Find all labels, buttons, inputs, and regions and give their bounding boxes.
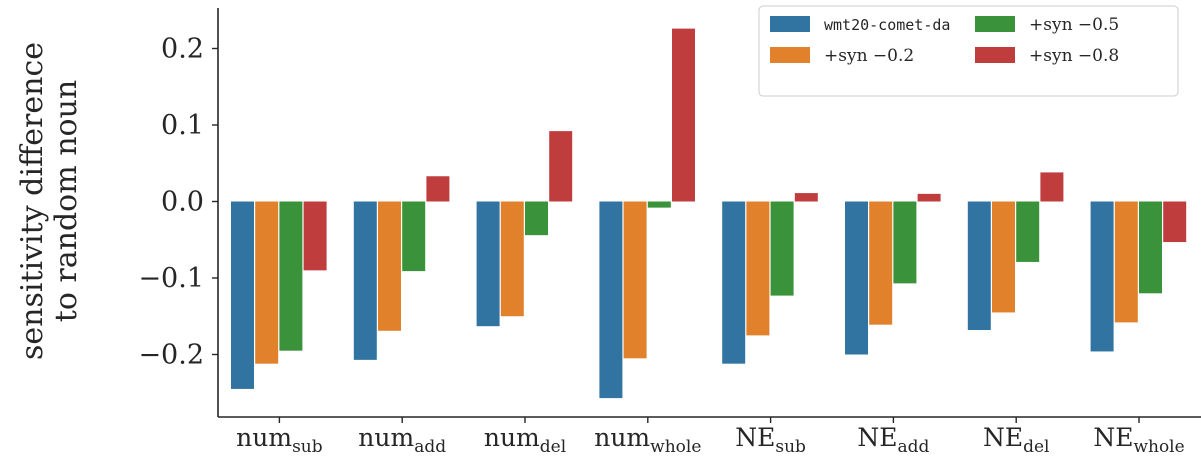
bar-num-add-series-1: [378, 201, 401, 331]
bar-ne-add-series-3: [917, 193, 941, 202]
bar-ne-add-series-0: [845, 201, 868, 355]
bar-ne-sub-series-2: [770, 201, 794, 296]
x-tick-label: numdel: [484, 423, 566, 452]
bar-ne-sub-series-3: [794, 193, 818, 202]
y-tick-label: 0.2: [161, 34, 204, 65]
x-tick-label: numadd: [358, 423, 446, 452]
legend-swatch: [770, 47, 810, 63]
x-ticks: numsub numadd numdel numwhole NEsub NEadd NEde…: [236, 417, 1185, 457]
x-tick-label: numsub: [236, 423, 323, 452]
bar-num-del-series-1: [500, 201, 524, 317]
bar-ne-del-series-1: [992, 201, 1015, 313]
bar-num-whole-series-0: [599, 201, 623, 399]
bar-num-whole-series-2: [647, 201, 671, 208]
x-tick-label: numwhole: [594, 423, 701, 452]
y-ticks: −0.2 −0.1 0.0 0.1 0.2: [138, 34, 218, 371]
bar-num-sub-series-0: [231, 201, 254, 389]
x-tick-label: NEwhole: [1093, 423, 1184, 452]
bar-ne-whole-series-3: [1163, 201, 1187, 243]
bar-ne-whole-series-1: [1114, 201, 1138, 323]
legend-swatch: [975, 16, 1015, 32]
bar-ne-add-series-2: [893, 201, 917, 284]
bar-num-add-series-0: [353, 201, 377, 360]
bar-num-sub-series-1: [255, 201, 279, 364]
bar-num-sub-series-2: [279, 201, 303, 351]
bar-num-whole-series-3: [672, 28, 695, 202]
y-tick-label: 0.1: [161, 110, 204, 141]
x-tick-label: NEsub: [735, 423, 806, 452]
bar-ne-whole-series-0: [1090, 201, 1114, 352]
legend-label: wmt20-comet-da: [824, 16, 950, 34]
bar-num-add-series-3: [426, 176, 450, 202]
y-tick-label: −0.2: [138, 340, 204, 371]
bar-num-del-series-0: [476, 201, 500, 327]
bar-num-sub-series-3: [303, 201, 327, 271]
bars: [231, 28, 1187, 399]
bar-ne-sub-series-0: [722, 201, 746, 364]
x-tick-label: NEadd: [857, 423, 929, 452]
bar-num-del-series-3: [549, 131, 573, 202]
bar-ne-whole-series-2: [1139, 201, 1162, 294]
y-tick-label: 0.0: [161, 187, 204, 218]
legend-label: +syn −0.5: [1029, 15, 1119, 35]
bar-ne-add-series-1: [869, 201, 893, 325]
legend-frame: [758, 5, 1179, 97]
axes: [217, 8, 1201, 418]
y-axis-label-line: to random noun: [49, 80, 84, 322]
y-axis-label: sensitivity difference to random noun: [15, 42, 84, 360]
legend-swatch: [975, 47, 1015, 63]
bar-num-whole-series-1: [623, 201, 647, 359]
legend-label: +syn −0.8: [1029, 46, 1119, 66]
legend: wmt20-comet-da +syn −0.5 +syn −0.2 +syn −0.…: [758, 5, 1179, 97]
bar-ne-del-series-2: [1016, 201, 1040, 262]
bar-ne-sub-series-1: [746, 201, 770, 336]
bar-ne-del-series-0: [967, 201, 991, 331]
x-tick-label: NEdel: [983, 423, 1050, 452]
bar-num-add-series-2: [402, 201, 426, 272]
y-axis-label-line: sensitivity difference: [15, 42, 50, 360]
bar-num-del-series-2: [525, 201, 548, 236]
bar-ne-del-series-3: [1040, 172, 1064, 202]
legend-label: +syn −0.2: [824, 46, 914, 66]
legend-swatch: [770, 16, 810, 32]
y-tick-label: −0.1: [138, 263, 204, 294]
